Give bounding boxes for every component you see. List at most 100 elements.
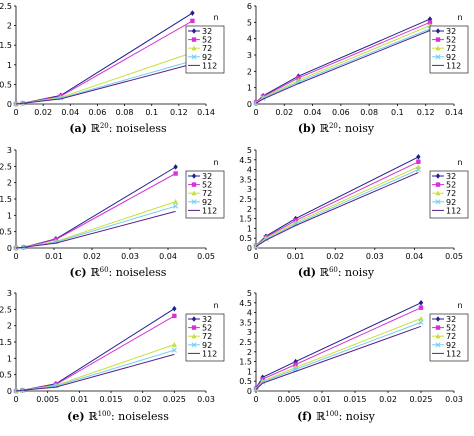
x-tick-label: 0.12 (170, 108, 188, 117)
y-tick-label: 0.5 (0, 371, 12, 380)
caption-dimension: 60 (100, 266, 109, 274)
legend-marker (191, 173, 197, 179)
caption-letter: (c) (70, 266, 91, 279)
series-line (255, 169, 419, 247)
x-tick-label: 0.03 (121, 252, 139, 261)
legend-item: 92 (432, 341, 456, 350)
x-tick-label: 0.1 (145, 108, 158, 117)
legend-label: 52 (202, 324, 212, 333)
series-52 (13, 171, 178, 251)
y-tick-label: 4.5 (239, 156, 252, 165)
y-tick-label: 5 (247, 18, 252, 27)
y-tick-label: 0 (7, 244, 12, 253)
legend-title: n (457, 301, 462, 310)
data-point (293, 221, 299, 227)
caption-space: ℝ (90, 266, 100, 279)
legend-item: 52 (188, 181, 212, 190)
marker-stroke (295, 79, 301, 85)
legend-label: 112 (446, 349, 461, 358)
y-tick-label: 3 (247, 51, 252, 60)
legend-label: 112 (446, 206, 461, 215)
y-tick-label: 2.5 (0, 2, 12, 11)
legend-item: 112 (432, 349, 461, 358)
marker-stroke (191, 54, 197, 60)
legend-item: 32 (188, 315, 212, 324)
caption-letter: (e) (67, 410, 88, 423)
chart-panel: 0 0.5 1 1.5 2 2.5 3 0 0.01 0.02 0.03 0.04 0.05 n32527… (0, 146, 225, 279)
legend-label: 72 (202, 44, 212, 53)
legend-item: 112 (432, 61, 461, 70)
marker-stroke (293, 366, 299, 372)
x-tick-label: 0.01 (287, 252, 305, 261)
panel-caption: (f) ℝ100: noisy (297, 410, 376, 423)
marker-stroke (418, 319, 424, 325)
x-tick-label: 0 (13, 395, 18, 404)
x-tick-label: 0.14 (197, 108, 215, 117)
y-tick-label: 0 (7, 100, 12, 109)
legend-item: 72 (188, 332, 212, 341)
caption-dimension: 60 (329, 266, 338, 274)
legend-label: 112 (202, 206, 217, 215)
y-tick-label: 1.5 (239, 215, 252, 224)
y-tick-label: 0.5 (239, 234, 252, 243)
data-point (415, 163, 421, 169)
x-tick-label: 0.02 (379, 395, 397, 404)
legend-label: 92 (446, 198, 456, 207)
legend-item: 72 (432, 332, 456, 341)
legend-marker (191, 190, 197, 196)
x-tick-label: 0.015 (344, 395, 367, 404)
marker-stroke (435, 342, 441, 348)
legend-marker (191, 37, 197, 42)
legend-marker (191, 333, 197, 339)
legend-label: 92 (202, 198, 212, 207)
data-point (190, 18, 195, 24)
x-tick-label: 0.04 (405, 252, 423, 261)
legend-label: 52 (446, 181, 456, 190)
data-point (171, 341, 177, 347)
legend-marker (191, 28, 197, 34)
marker-stroke (260, 379, 266, 385)
x-tick-label: 0.02 (275, 108, 293, 117)
y-tick-label: 3 (247, 185, 252, 194)
caption-space: ℝ (88, 410, 98, 423)
y-tick-label: 4 (247, 166, 252, 175)
legend-item: 112 (188, 206, 217, 215)
x-tick-label: 0.12 (417, 108, 435, 117)
series-line (255, 302, 422, 389)
chart-panel: 00.511.522.533.544.55 0 0.01 0.02 0.03 0.04 0.… (239, 146, 469, 279)
panel-caption: (e) ℝ100: noiseless (67, 410, 169, 423)
legend-item: 112 (188, 349, 217, 358)
series-52 (13, 313, 177, 394)
legend-title: n (213, 301, 218, 310)
caption-space: ℝ (91, 122, 101, 135)
legend-item: 72 (188, 189, 212, 198)
chart-panel: 0 0.5 1 1.5 2 2.5 0 0.02 0.04 0.06 0.08 0.1 0.12 0.14… (0, 2, 225, 135)
series-line (255, 307, 422, 389)
legend-title: n (213, 158, 218, 167)
panel-caption: (c) ℝ60: noiseless (70, 266, 167, 279)
data-point (415, 167, 421, 173)
data-point (173, 164, 178, 170)
legend-marker (435, 182, 441, 187)
legend-label: 32 (202, 27, 212, 36)
data-point (173, 171, 178, 176)
y-tick-label: 3 (247, 328, 252, 337)
legend-label: 32 (202, 172, 212, 181)
legend-marker (435, 173, 441, 179)
y-tick-label: 6 (247, 2, 252, 11)
legend-marker (435, 37, 441, 42)
data-point (418, 319, 424, 325)
y-tick-label: 2 (247, 348, 252, 357)
legend-item: 92 (188, 341, 212, 350)
data-point (58, 95, 64, 101)
caption-suffix: : noiseless (111, 410, 169, 423)
legend-label: 92 (202, 341, 212, 350)
legend-marker (435, 54, 441, 60)
legend-item: 52 (188, 324, 212, 333)
legend-label: 52 (202, 36, 212, 45)
y-tick-label: 3.5 (239, 175, 252, 184)
series-line (15, 166, 176, 249)
y-tick-label: 0.5 (239, 377, 252, 386)
x-tick-label: 0.025 (163, 395, 186, 404)
y-tick-label: 2 (7, 322, 12, 331)
